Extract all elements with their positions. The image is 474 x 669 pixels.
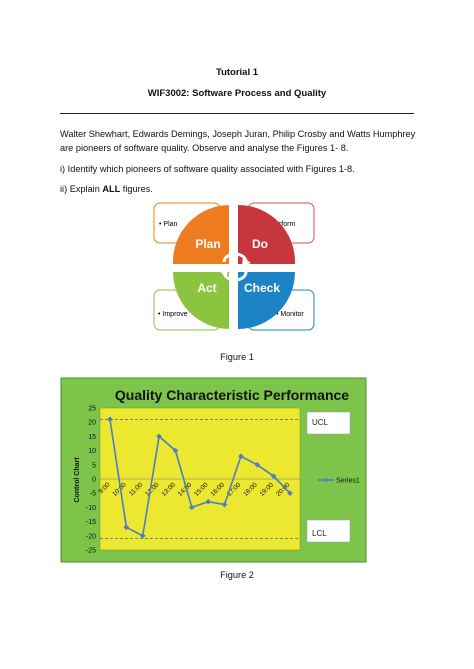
question-2-prefix: ii) Explain <box>60 184 103 194</box>
lcl-box <box>306 519 351 543</box>
data-point <box>205 498 211 505</box>
do-label: Do <box>252 237 268 251</box>
x-tick-label: 19:00 <box>259 481 276 498</box>
monitor-box <box>247 289 315 331</box>
series-line <box>109 419 291 538</box>
data-point <box>156 433 162 440</box>
course-subtitle: WIF3002: Software Process and Quality <box>147 88 327 99</box>
perform-box <box>247 202 315 244</box>
plan-label: Plan <box>195 237 220 251</box>
x-tick-label: 11:00 <box>128 481 144 497</box>
y-axis-label: Control Chart <box>74 457 81 503</box>
horizontal-rule <box>60 113 414 114</box>
data-point <box>139 533 146 539</box>
question-2-emphasis: ALL <box>102 184 121 194</box>
act-quadrant <box>173 272 229 329</box>
question-1: i) Identify which pioneers of software q… <box>60 164 355 174</box>
check-quadrant <box>238 272 295 329</box>
question-2-suffix: figures. <box>120 184 153 194</box>
y-tick-label: 0 <box>92 477 96 484</box>
chart-outer-panel <box>60 377 367 563</box>
data-point <box>270 473 277 479</box>
check-label: Check <box>244 281 280 295</box>
chart-title: Quality Characteristic Performance <box>115 387 349 403</box>
x-tick-label: 18:00 <box>242 481 259 498</box>
ucl-box <box>306 411 351 435</box>
monitor-box-label: • Monitor <box>276 311 304 318</box>
x-tick-label: 15:00 <box>193 481 210 498</box>
plan-box <box>153 202 221 244</box>
cycle-arrows-icon <box>219 252 251 282</box>
lcl-label: LCL <box>312 529 327 538</box>
do-quadrant <box>238 204 296 264</box>
improve-box-label: • Improve <box>158 311 188 318</box>
x-tick-label: 10:00 <box>111 481 128 498</box>
y-tick-label: 5 <box>92 462 96 469</box>
data-point <box>221 501 228 508</box>
y-tick-label: -5 <box>90 491 96 498</box>
chart-marks: 25 20 15 10 5 0 -5 -10 -15 -20 -25 9:00 10:00 11:00 12… <box>86 406 360 555</box>
question-2: ii) Explain ALL figures. <box>60 183 420 197</box>
figure-2-caption: Figure 2 <box>220 570 254 580</box>
x-tick-label: 20:00 <box>275 481 292 498</box>
plan-quadrant <box>172 205 229 264</box>
y-tick-label: -10 <box>86 505 96 512</box>
data-point <box>172 447 179 454</box>
x-tick-label: 14:00 <box>177 481 194 498</box>
y-tick-label: 20 <box>88 420 96 427</box>
x-tick-label: 12:00 <box>144 481 161 498</box>
y-tick-label: 15 <box>88 434 96 441</box>
figure-1-caption: Figure 1 <box>220 352 254 362</box>
y-tick-label: -20 <box>86 533 96 540</box>
act-label: Act <box>197 281 216 295</box>
x-tick-label: 13:00 <box>160 481 177 498</box>
y-tick-label: -15 <box>86 519 96 526</box>
chart-plot-area <box>99 407 301 551</box>
data-point <box>123 524 130 531</box>
data-point <box>107 416 113 423</box>
ucl-label: UCL <box>312 418 329 427</box>
y-tick-label: 10 <box>88 448 96 455</box>
x-tick-label: 9:00 <box>98 481 112 495</box>
intro-paragraph: Walter Shewhart, Edwards Demings, Joseph… <box>60 129 416 153</box>
x-tick-label: 17:00 <box>226 481 243 498</box>
data-point <box>238 453 244 460</box>
y-tick-label: 25 <box>88 406 96 413</box>
data-point <box>254 462 261 468</box>
legend-marker <box>323 477 329 483</box>
legend-label: Series1 <box>336 478 360 485</box>
x-tick-label: 16:00 <box>209 481 226 498</box>
data-point <box>189 504 195 511</box>
plan-box-label: • Plan <box>159 221 178 228</box>
perform-box-label: • Perform <box>266 221 295 228</box>
page-title: Tutorial 1 <box>215 67 259 78</box>
improve-box <box>153 289 221 331</box>
y-tick-label: -25 <box>86 548 96 555</box>
data-point <box>287 490 293 496</box>
